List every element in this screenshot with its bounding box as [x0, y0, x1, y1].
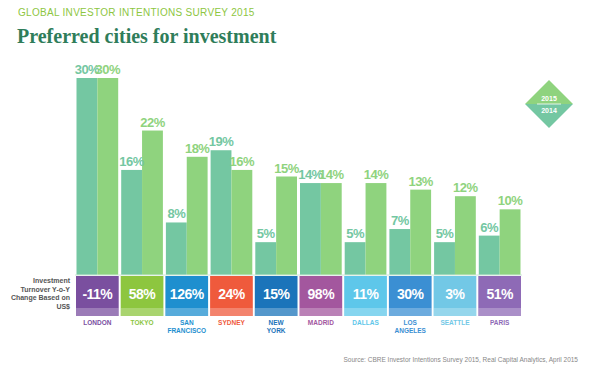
bar	[121, 170, 142, 275]
data-label: 30%	[96, 62, 121, 77]
data-label: 22%	[140, 115, 165, 130]
turnover-box	[121, 276, 164, 316]
bar	[321, 183, 342, 275]
skyline	[210, 308, 253, 316]
data-label: 6%	[480, 220, 499, 235]
bar	[500, 209, 521, 275]
turnover-box	[165, 276, 208, 316]
data-labels: 30%30%16%22%8%18%19%16%5%15%14%14%5%14%7…	[75, 62, 524, 241]
skyline	[300, 308, 343, 316]
bar	[345, 242, 366, 275]
turnover-label: 51%	[486, 286, 514, 302]
turnover-label: 3%	[445, 286, 465, 302]
legend-label: 2015	[541, 95, 557, 102]
category-label: PARIS	[490, 319, 510, 326]
legend-divider	[537, 104, 561, 105]
turnover-box	[255, 276, 298, 316]
legend-label: 2014	[541, 107, 557, 114]
turnover-label: 11%	[353, 286, 380, 302]
legend-swatch	[525, 80, 573, 104]
bar	[410, 190, 431, 275]
turnover-box	[478, 276, 521, 316]
bar	[300, 183, 321, 275]
data-label: 16%	[119, 154, 144, 169]
turnover-label: -11%	[82, 286, 113, 302]
turnover-box	[389, 276, 432, 316]
turnover-label: 30%	[397, 286, 425, 302]
category-label: LONDON	[83, 319, 111, 326]
bars	[77, 78, 521, 275]
turnover-label: 98%	[308, 286, 336, 302]
turnover-label: 58%	[129, 286, 157, 302]
turnover-box	[434, 276, 477, 316]
skyline	[434, 308, 477, 316]
turnover-label: 15%	[263, 286, 291, 302]
bar	[187, 157, 208, 275]
bar	[231, 170, 252, 275]
category-label: SEATTLE	[440, 319, 470, 326]
category-label: NEWYORK	[267, 319, 286, 334]
data-label: 5%	[257, 226, 276, 241]
skyline	[389, 308, 432, 316]
turnover-box	[76, 276, 119, 316]
turnover-row: -11% LONDON 58% TOKYO 126% SANFRANCISCO 24% SYD…	[76, 276, 521, 334]
bar	[142, 131, 163, 275]
title: Preferred cities for investment	[17, 25, 277, 47]
bar	[455, 196, 476, 275]
category-label: SYDNEY	[218, 319, 245, 326]
turnover-label: 126%	[170, 286, 205, 302]
data-label: 12%	[453, 180, 478, 195]
data-label: 14%	[364, 167, 389, 182]
skyline	[344, 308, 387, 316]
data-label: 10%	[498, 193, 523, 208]
bar	[434, 242, 455, 275]
bar	[389, 229, 410, 275]
data-label: 14%	[319, 167, 344, 182]
data-label: 19%	[209, 134, 234, 149]
subtitle: GLOBAL INVESTOR INTENTIONS SURVEY 2015	[18, 7, 255, 18]
turnover-box	[210, 276, 253, 316]
legend: 2015 2014	[525, 80, 573, 128]
bar	[166, 222, 187, 275]
data-label: 5%	[346, 226, 365, 241]
bar	[479, 236, 500, 275]
data-label: 18%	[185, 141, 210, 156]
bar	[255, 242, 276, 275]
skyline	[76, 308, 119, 316]
bar	[366, 183, 387, 275]
category-label: LOSANGELES	[395, 319, 427, 334]
turnover-label: 24%	[218, 286, 246, 302]
skyline	[255, 308, 298, 316]
skyline	[478, 308, 521, 316]
data-label: 16%	[230, 154, 255, 169]
turnover-box	[344, 276, 387, 316]
data-label: 15%	[274, 161, 299, 176]
category-label: SANFRANCISCO	[167, 319, 206, 334]
turnover-box	[300, 276, 343, 316]
bar	[276, 177, 297, 276]
category-label: DALLAS	[352, 319, 379, 326]
data-label: 13%	[408, 174, 433, 189]
skyline	[165, 308, 208, 316]
data-label: 8%	[167, 206, 186, 221]
baseline	[75, 275, 522, 276]
row-label: Investment Turnover Y-o-Y Change Based o…	[4, 277, 70, 311]
data-label: 5%	[436, 226, 455, 241]
bar	[97, 78, 118, 275]
category-label: MADRID	[308, 319, 334, 326]
source: Source: CBRE Investor Intentions Survey …	[344, 356, 579, 364]
bar	[211, 150, 232, 275]
bar	[77, 78, 98, 275]
data-label: 7%	[391, 213, 410, 228]
skyline	[121, 308, 164, 316]
category-label: TOKYO	[131, 319, 154, 326]
legend-swatch	[525, 104, 573, 128]
